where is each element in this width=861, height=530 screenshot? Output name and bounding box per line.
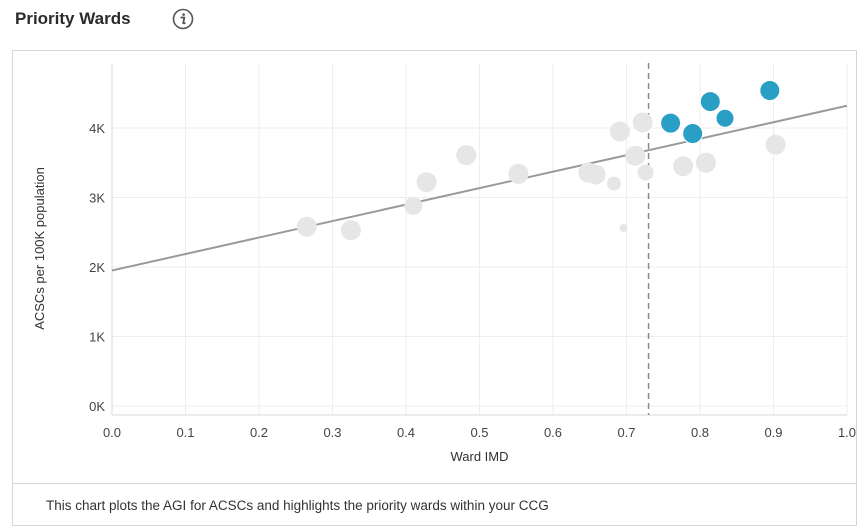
- x-tick-label: 0.9: [764, 425, 782, 440]
- ward-point: [607, 176, 622, 191]
- ward-point: [619, 224, 628, 233]
- y-tick-label: 2K: [89, 260, 105, 275]
- axes: [111, 63, 847, 416]
- priority-ward-point: [682, 123, 704, 145]
- y-tick-label: 3K: [89, 191, 105, 206]
- ward-point: [404, 196, 423, 215]
- chart-caption: This chart plots the AGI for ACSCs and h…: [46, 498, 549, 513]
- priority-ward-point: [699, 91, 721, 113]
- ward-point: [695, 152, 716, 173]
- ward-point: [673, 156, 694, 177]
- page-title: Priority Wards: [15, 9, 131, 28]
- priority-ward-point: [759, 79, 781, 101]
- x-tick-label: 0.0: [103, 425, 121, 440]
- info-icon[interactable]: [172, 8, 194, 30]
- x-tick-label: 0.5: [470, 425, 488, 440]
- trend-line: [111, 104, 848, 272]
- chart-header: Priority Wards: [15, 6, 131, 32]
- data-points: [296, 79, 786, 241]
- x-tick-label: 0.1: [176, 425, 194, 440]
- y-axis-title: ACSCs per 100K population: [32, 167, 47, 330]
- ward-point: [585, 164, 606, 185]
- ward-point: [296, 216, 317, 237]
- x-tick-label: 0.2: [250, 425, 268, 440]
- scatter-chart: 0.0 0.1 0.2 0.3 0.4 0.5 0.6 0.7 0.8 0.9 1.0 0K 1K 2K 3…: [32, 63, 856, 464]
- x-tick-label: 0.8: [691, 425, 709, 440]
- x-tick-label: 0.4: [397, 425, 415, 440]
- priority-ward-point: [715, 108, 735, 128]
- x-tick-label: 1.0: [838, 425, 856, 440]
- axis-labels: 0.0 0.1 0.2 0.3 0.4 0.5 0.6 0.7 0.8 0.9 1.0 0K 1K 2K 3…: [32, 121, 856, 464]
- ward-point: [625, 145, 646, 166]
- x-tick-label: 0.7: [617, 425, 635, 440]
- ward-point: [508, 163, 529, 184]
- ward-point: [609, 121, 630, 142]
- footer-divider: [13, 483, 856, 484]
- x-axis-title: Ward IMD: [450, 449, 508, 464]
- grid: [112, 63, 848, 415]
- ward-point: [340, 220, 361, 241]
- ward-point: [765, 134, 786, 155]
- ward-point: [416, 172, 437, 193]
- ward-point: [637, 164, 654, 181]
- x-tick-label: 0.6: [544, 425, 562, 440]
- ward-point: [456, 145, 477, 166]
- chart-panel: 0.0 0.1 0.2 0.3 0.4 0.5 0.6 0.7 0.8 0.9 1.0 0K 1K 2K 3…: [12, 50, 857, 526]
- reference-lines: [111, 63, 848, 415]
- y-tick-label: 0K: [89, 399, 105, 414]
- y-tick-label: 1K: [89, 330, 105, 345]
- x-tick-label: 0.3: [323, 425, 341, 440]
- ward-point: [632, 112, 653, 133]
- priority-ward-point: [660, 112, 682, 134]
- y-tick-label: 4K: [89, 121, 105, 136]
